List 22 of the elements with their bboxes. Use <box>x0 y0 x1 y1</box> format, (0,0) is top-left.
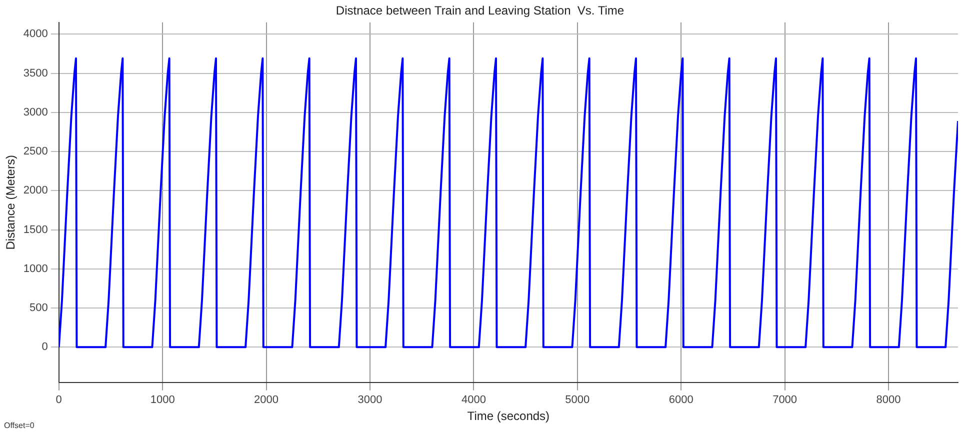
y-tick-label: 1000 <box>23 262 48 275</box>
y-tick-label: 2000 <box>23 184 48 197</box>
x-tick-label: 4000 <box>461 394 486 406</box>
x-tick-label: 6000 <box>668 394 694 406</box>
x-tick-label: 0 <box>56 394 62 406</box>
text: Offset=0 <box>4 421 35 430</box>
y-tick-label: 4000 <box>23 28 48 40</box>
y-tick-label: 2500 <box>23 146 48 158</box>
x-tick-label: 2000 <box>254 394 279 406</box>
x-tick-label: 7000 <box>772 394 798 406</box>
x-tick-label: 8000 <box>876 394 901 406</box>
x-axis-title: Time (seconds) <box>467 409 550 424</box>
y-tick-label: 500 <box>30 302 48 314</box>
y-tick-label: 3000 <box>23 106 48 118</box>
y-axis-title: Distance (Meters) <box>4 155 18 250</box>
x-tick-label: 1000 <box>150 394 175 406</box>
x-tick-label: 3000 <box>358 394 382 406</box>
x-tick-label: 5000 <box>565 394 590 406</box>
y-tick-label: 0 <box>42 341 48 354</box>
chart-title: Distnace between Train and Leaving Station Vs. Time <box>336 4 624 18</box>
y-tick-label: 3500 <box>23 67 48 80</box>
y-tick-label: 1500 <box>23 224 48 236</box>
